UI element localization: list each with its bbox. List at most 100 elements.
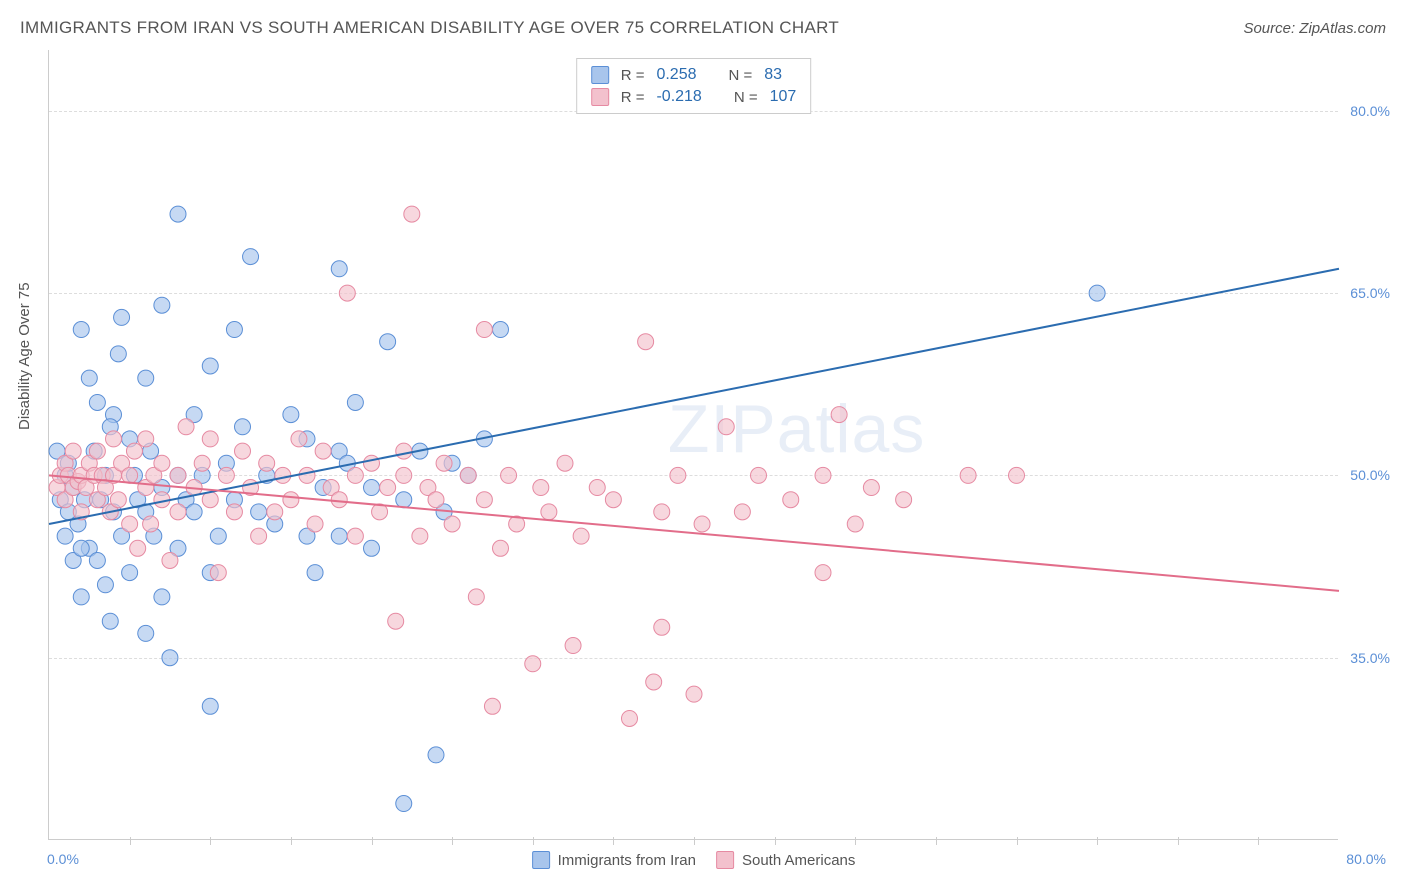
scatter-point bbox=[218, 467, 234, 483]
scatter-point bbox=[622, 710, 638, 726]
r-label: R = bbox=[621, 67, 645, 84]
scatter-point bbox=[138, 625, 154, 641]
scatter-point bbox=[130, 540, 146, 556]
scatter-point bbox=[138, 370, 154, 386]
scatter-point bbox=[57, 528, 73, 544]
n-value-2: 107 bbox=[770, 88, 797, 106]
legend-swatch-blue-icon bbox=[532, 851, 550, 869]
scatter-point bbox=[259, 455, 275, 471]
scatter-point bbox=[226, 322, 242, 338]
legend-swatch-blue bbox=[591, 66, 609, 84]
scatter-point bbox=[73, 322, 89, 338]
y-tick-label: 35.0% bbox=[1350, 650, 1390, 666]
scatter-point bbox=[81, 370, 97, 386]
scatter-point bbox=[307, 516, 323, 532]
scatter-point bbox=[154, 297, 170, 313]
scatter-point bbox=[1009, 467, 1025, 483]
scatter-point bbox=[815, 467, 831, 483]
scatter-point bbox=[202, 431, 218, 447]
scatter-point bbox=[364, 455, 380, 471]
scatter-point bbox=[138, 431, 154, 447]
scatter-point bbox=[315, 443, 331, 459]
y-axis-label: Disability Age Over 75 bbox=[16, 282, 33, 430]
scatter-point bbox=[565, 638, 581, 654]
scatter-plot bbox=[49, 50, 1339, 840]
legend-label-1: Immigrants from Iran bbox=[558, 852, 696, 869]
scatter-point bbox=[162, 650, 178, 666]
scatter-point bbox=[460, 467, 476, 483]
legend-row-series1: R = 0.258 N = 83 bbox=[591, 64, 797, 86]
legend-label-2: South Americans bbox=[742, 852, 855, 869]
scatter-point bbox=[162, 552, 178, 568]
scatter-point bbox=[267, 504, 283, 520]
x-axis-min-label: 0.0% bbox=[47, 851, 79, 867]
legend-series: Immigrants from Iran South Americans bbox=[532, 851, 856, 869]
scatter-point bbox=[396, 443, 412, 459]
scatter-point bbox=[476, 322, 492, 338]
scatter-point bbox=[347, 528, 363, 544]
legend-item-1: Immigrants from Iran bbox=[532, 851, 696, 869]
scatter-point bbox=[65, 443, 81, 459]
scatter-point bbox=[102, 613, 118, 629]
scatter-point bbox=[122, 516, 138, 532]
scatter-point bbox=[863, 480, 879, 496]
scatter-point bbox=[380, 334, 396, 350]
scatter-point bbox=[493, 322, 509, 338]
scatter-point bbox=[412, 528, 428, 544]
scatter-point bbox=[557, 455, 573, 471]
scatter-point bbox=[896, 492, 912, 508]
scatter-point bbox=[194, 455, 210, 471]
scatter-point bbox=[170, 504, 186, 520]
scatter-point bbox=[251, 504, 267, 520]
scatter-point bbox=[396, 467, 412, 483]
scatter-point bbox=[339, 285, 355, 301]
scatter-point bbox=[364, 480, 380, 496]
scatter-point bbox=[178, 419, 194, 435]
scatter-point bbox=[251, 528, 267, 544]
scatter-point bbox=[718, 419, 734, 435]
trend-line bbox=[49, 269, 1339, 524]
scatter-point bbox=[210, 528, 226, 544]
scatter-point bbox=[493, 540, 509, 556]
y-tick-label: 80.0% bbox=[1350, 103, 1390, 119]
chart-title: IMMIGRANTS FROM IRAN VS SOUTH AMERICAN D… bbox=[20, 18, 839, 38]
scatter-point bbox=[122, 565, 138, 581]
scatter-point bbox=[331, 528, 347, 544]
n-value-1: 83 bbox=[764, 66, 782, 84]
scatter-point bbox=[283, 407, 299, 423]
scatter-point bbox=[235, 443, 251, 459]
scatter-point bbox=[388, 613, 404, 629]
scatter-point bbox=[686, 686, 702, 702]
scatter-point bbox=[235, 419, 251, 435]
chart-area: ZIPatlas R = 0.258 N = 83 R = -0.218 N =… bbox=[48, 50, 1338, 840]
scatter-point bbox=[243, 249, 259, 265]
r-label: R = bbox=[621, 89, 645, 106]
scatter-point bbox=[847, 516, 863, 532]
x-axis-max-label: 80.0% bbox=[1346, 851, 1386, 867]
trend-line bbox=[49, 475, 1339, 590]
scatter-point bbox=[307, 565, 323, 581]
scatter-point bbox=[122, 467, 138, 483]
scatter-point bbox=[1089, 285, 1105, 301]
scatter-point bbox=[589, 480, 605, 496]
scatter-point bbox=[605, 492, 621, 508]
scatter-point bbox=[126, 443, 142, 459]
scatter-point bbox=[106, 431, 122, 447]
scatter-point bbox=[89, 443, 105, 459]
scatter-point bbox=[484, 698, 500, 714]
scatter-point bbox=[396, 796, 412, 812]
scatter-point bbox=[428, 492, 444, 508]
scatter-point bbox=[501, 467, 517, 483]
scatter-point bbox=[73, 589, 89, 605]
scatter-point bbox=[815, 565, 831, 581]
scatter-point bbox=[331, 492, 347, 508]
scatter-point bbox=[734, 504, 750, 520]
scatter-point bbox=[831, 407, 847, 423]
scatter-point bbox=[444, 516, 460, 532]
scatter-point bbox=[541, 504, 557, 520]
scatter-point bbox=[364, 540, 380, 556]
scatter-point bbox=[404, 206, 420, 222]
scatter-point bbox=[170, 467, 186, 483]
scatter-point bbox=[114, 309, 130, 325]
scatter-point bbox=[670, 467, 686, 483]
